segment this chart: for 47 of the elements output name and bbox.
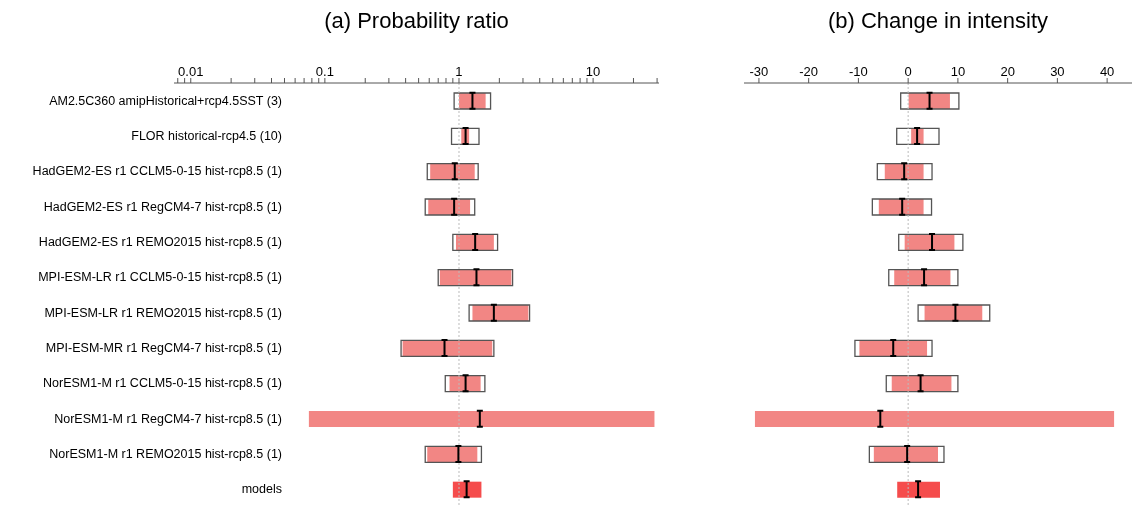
- bar: [868, 445, 945, 463]
- y-tick-label: NorESM1-M r1 RegCM4-7 hist-rcp8.5 (1): [54, 411, 282, 426]
- bar: [898, 233, 964, 251]
- bar: [308, 411, 655, 427]
- x-tick-label: -30: [749, 64, 769, 79]
- y-tick-label: FLOR historical-rcp4.5 (10): [131, 129, 282, 143]
- bar: [900, 92, 960, 110]
- y-tick-label: models: [241, 482, 282, 497]
- bar: [917, 304, 991, 322]
- bar: [885, 375, 959, 393]
- bar: [426, 163, 479, 181]
- x-tick-label: -10: [849, 64, 868, 79]
- x-tick-label: 10: [585, 64, 601, 79]
- y-tick-label: HadGEM2-ES r1 REMO2015 hist-rcp8.5 (1): [38, 235, 282, 249]
- x-tick-label: 20: [1000, 64, 1015, 79]
- bar: [854, 339, 933, 357]
- chart-title: (a) Probability ratio: [323, 8, 510, 34]
- x-tick-label: 0.01: [178, 64, 204, 79]
- bar: [453, 92, 492, 110]
- y-tick-label: MPI-ESM-MR r1 RegCM4-7 hist-rcp8.5 (1): [45, 341, 282, 355]
- x-tick-label: 40: [1099, 64, 1115, 79]
- bar: [888, 269, 959, 287]
- bar: [450, 127, 480, 145]
- x-tick-label: -20: [799, 64, 819, 79]
- bar: [424, 445, 483, 463]
- y-tick-label: HadGEM2-ES r1 CCLM5-0-15 hist-rcp8.5 (1): [32, 164, 282, 179]
- bar: [871, 198, 933, 216]
- bar: [444, 375, 486, 393]
- bar: [452, 233, 499, 251]
- x-tick-label: 1: [455, 64, 463, 79]
- chart-title: (b) Change in intensity: [826, 8, 1050, 34]
- y-tick-label: MPI-ESM-LR r1 CCLM5-0-15 hist-rcp8.5 (1): [38, 270, 282, 285]
- bar: [468, 304, 531, 322]
- x-tick-label: 30: [1050, 64, 1065, 79]
- y-tick-label: AM2.5C360 amipHistorical+rcp4.5SST (3): [49, 93, 282, 108]
- x-tick-label: 10: [950, 64, 966, 79]
- bar: [754, 411, 1115, 427]
- bar: [876, 163, 933, 181]
- y-tick-label: NorESM1-M r1 CCLM5-0-15 hist-rcp8.5 (1): [43, 376, 282, 391]
- bar: [424, 198, 476, 216]
- y-tick-label: NorESM1-M r1 REMO2015 hist-rcp8.5 (1): [49, 447, 282, 461]
- x-tick-label: 0: [904, 64, 912, 79]
- bar: [896, 127, 940, 145]
- bar: [897, 481, 940, 498]
- x-tick-label: 0.1: [315, 64, 334, 79]
- y-tick-label: HadGEM2-ES r1 RegCM4-7 hist-rcp8.5 (1): [43, 199, 282, 214]
- y-tick-label: MPI-ESM-LR r1 REMO2015 hist-rcp8.5 (1): [44, 305, 282, 320]
